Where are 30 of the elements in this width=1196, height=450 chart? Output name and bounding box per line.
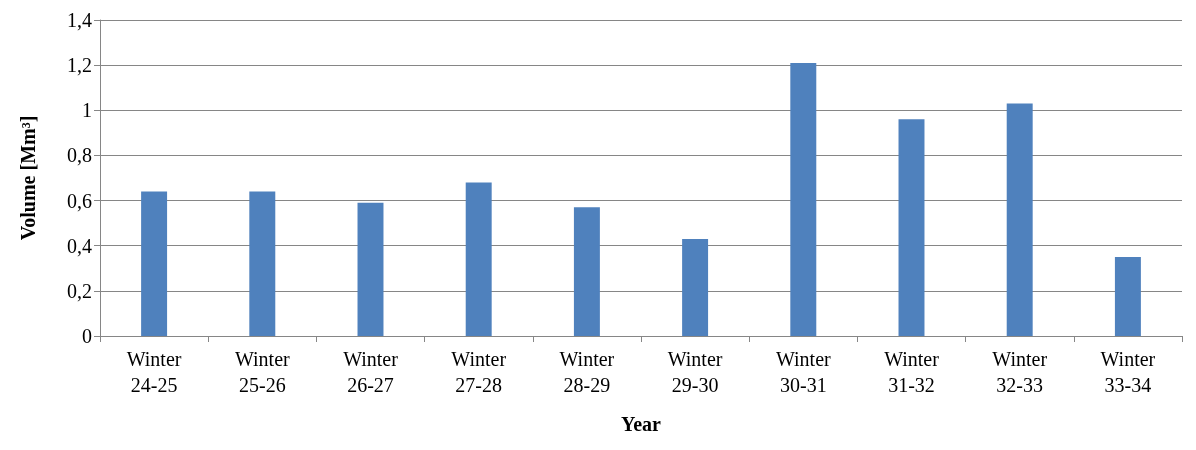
bar — [465, 182, 492, 336]
bar — [141, 191, 168, 336]
x-axis-title: Year — [621, 413, 662, 435]
y-axis-title: Volume [Mm³] — [17, 115, 39, 241]
y-tick-label: 1,2 — [67, 54, 92, 77]
bar — [357, 202, 384, 336]
bar — [790, 62, 817, 336]
x-tick-label: Winter 28-29 — [559, 348, 615, 396]
bar — [573, 207, 600, 336]
x-tick-label: Winter 27-28 — [451, 348, 507, 396]
y-tick-label: 0,8 — [67, 144, 92, 167]
y-tick-label: 1 — [82, 99, 92, 122]
y-tick-label: 0,6 — [67, 189, 92, 212]
y-tick-label: 1,4 — [67, 9, 92, 31]
bar — [249, 191, 276, 336]
y-tick-label: 0,2 — [67, 279, 92, 302]
x-tick-label: Winter 29-30 — [667, 348, 723, 396]
bar — [682, 238, 709, 336]
bar — [1006, 103, 1033, 336]
bar — [1114, 257, 1141, 336]
x-tick-label: Winter 33-34 — [1100, 348, 1156, 396]
y-tick-label: 0,4 — [67, 234, 92, 257]
x-tick-label: Winter 25-26 — [234, 348, 290, 396]
y-tick-label: 0 — [82, 325, 92, 347]
x-tick-label: Winter 30-31 — [775, 348, 831, 396]
x-tick-label: Winter 26-27 — [343, 348, 399, 396]
x-tick-label: Winter 24-25 — [126, 348, 182, 396]
x-tick-label: Winter 31-32 — [884, 348, 940, 396]
x-tick-label: Winter 32-33 — [992, 348, 1048, 396]
bar — [898, 119, 925, 336]
